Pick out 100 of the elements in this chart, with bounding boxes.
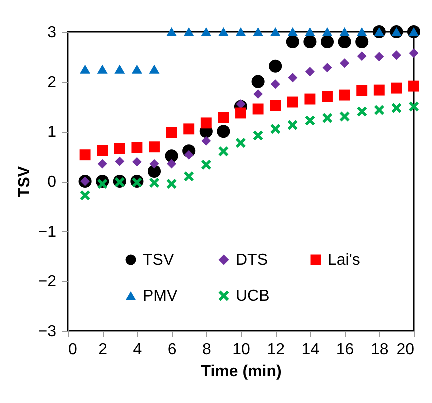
point <box>166 127 178 138</box>
point <box>288 27 298 37</box>
point <box>80 190 90 200</box>
point <box>254 90 264 100</box>
x-tick-label: 6 <box>168 342 177 358</box>
point <box>288 120 298 130</box>
y-tick-label: 3 <box>48 24 57 42</box>
point <box>97 145 108 156</box>
legend-label: DTS <box>236 252 268 269</box>
point <box>374 84 385 96</box>
x-tick-label: 4 <box>133 342 142 358</box>
point <box>201 160 212 170</box>
point <box>409 48 419 58</box>
point <box>270 124 281 134</box>
point <box>322 27 333 37</box>
point <box>252 104 264 115</box>
point <box>148 165 162 178</box>
point <box>218 27 229 37</box>
point <box>184 27 194 37</box>
legend-label: UCB <box>236 288 270 305</box>
point <box>150 159 160 169</box>
x-tick-label: 10 <box>232 342 250 358</box>
point <box>115 156 125 166</box>
point <box>270 27 281 37</box>
point <box>305 116 316 126</box>
x-tick-label: 18 <box>371 342 389 358</box>
point <box>132 157 142 167</box>
point <box>218 112 230 124</box>
legend-label: TSV <box>143 252 174 269</box>
point <box>374 105 384 116</box>
point <box>253 27 264 37</box>
point <box>356 85 368 96</box>
point <box>270 80 280 90</box>
x-axis-title: Time (min) <box>201 364 282 380</box>
x-tick-label: 0 <box>68 342 78 358</box>
point <box>357 52 367 62</box>
point <box>114 143 126 154</box>
point <box>269 60 282 73</box>
y-axis-title: TSV <box>16 166 34 198</box>
point <box>165 150 178 163</box>
point <box>236 138 246 148</box>
point <box>392 50 402 60</box>
y-tick-label: −3 <box>38 324 57 340</box>
y-tick-label: 0 <box>48 174 57 191</box>
y-tick-label: 2 <box>48 74 57 92</box>
point <box>340 27 350 37</box>
point <box>201 27 212 37</box>
point <box>339 90 350 101</box>
point <box>408 80 420 92</box>
point <box>217 125 230 138</box>
point <box>356 27 368 37</box>
point <box>304 94 316 105</box>
point <box>288 73 298 83</box>
legend-label: PMV <box>143 288 178 305</box>
point <box>338 35 352 48</box>
point <box>200 118 212 129</box>
point <box>166 27 178 37</box>
point <box>114 64 126 74</box>
x-tick-label: 14 <box>302 342 320 358</box>
x-tick-label: 2 <box>98 342 108 358</box>
point <box>286 35 300 48</box>
point <box>304 27 316 37</box>
point <box>150 178 160 188</box>
point <box>132 142 143 154</box>
point <box>252 75 265 88</box>
point <box>167 159 177 169</box>
point <box>236 108 246 119</box>
point <box>97 64 108 74</box>
point <box>80 150 91 161</box>
point <box>305 67 315 77</box>
point <box>218 146 229 157</box>
point <box>149 142 160 153</box>
point <box>287 96 298 108</box>
point <box>322 91 333 102</box>
point <box>184 172 194 182</box>
point <box>322 63 332 73</box>
x-tick-label: 8 <box>202 342 212 358</box>
point <box>374 52 384 62</box>
point <box>270 100 282 112</box>
point <box>356 35 369 48</box>
point <box>320 35 334 48</box>
point <box>202 136 212 146</box>
point <box>184 124 195 135</box>
y-tick-label: −2 <box>38 274 57 291</box>
legend-label: Lai's <box>328 252 360 269</box>
point <box>236 100 246 109</box>
point <box>391 82 402 94</box>
point <box>132 64 142 74</box>
point <box>392 103 402 114</box>
point <box>357 106 368 117</box>
point <box>304 35 317 48</box>
point <box>409 102 419 112</box>
point <box>340 112 350 122</box>
x-tick-label: 20 <box>396 342 415 358</box>
point <box>322 113 332 124</box>
point <box>149 64 160 74</box>
point <box>98 178 108 189</box>
point <box>80 64 91 74</box>
point <box>236 27 246 37</box>
x-tick-label: 16 <box>336 342 354 358</box>
